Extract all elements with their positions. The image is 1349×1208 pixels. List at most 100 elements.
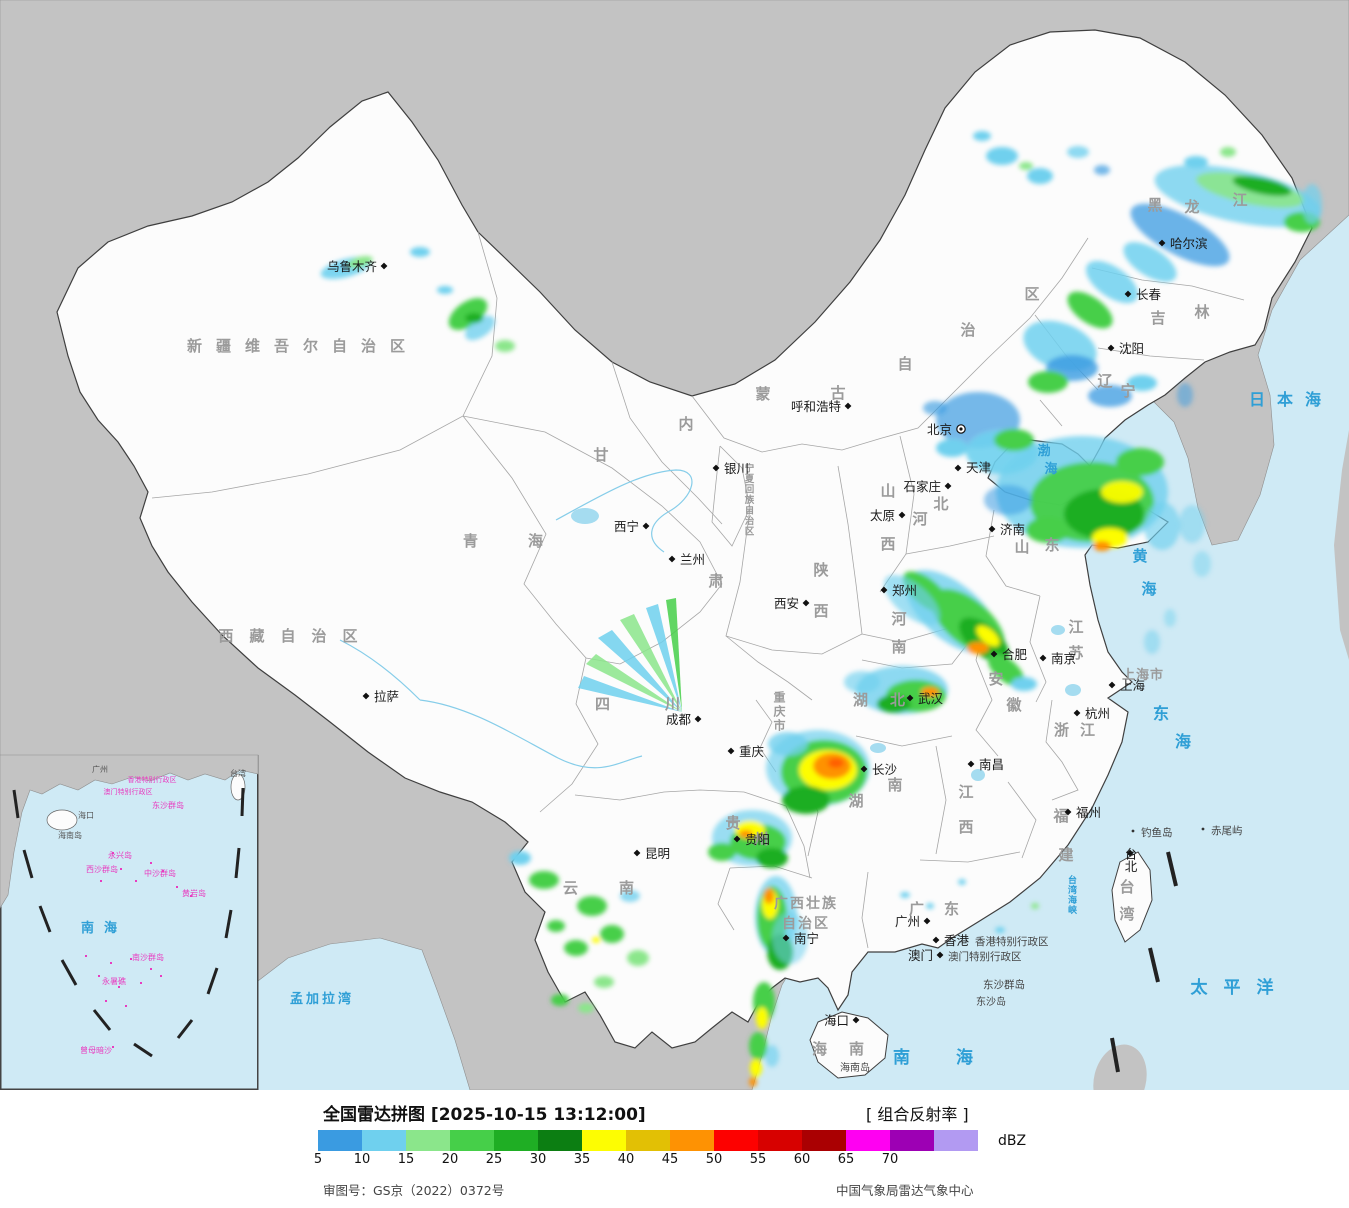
province-label: 甘 [593, 446, 608, 464]
dbz-tick: 70 [881, 1152, 899, 1167]
province-label: 蒙 [755, 385, 770, 403]
province-label: 黑 [1147, 196, 1162, 214]
city-label: 乌鲁木齐 [327, 259, 378, 274]
capital-marker-dot [959, 427, 963, 431]
tai-lake [1065, 684, 1081, 696]
colorbar-segment [362, 1130, 406, 1151]
province-label: 林 [1194, 303, 1210, 321]
city-label: 沈阳 [1119, 341, 1144, 356]
city-label: 台北 [1123, 847, 1138, 874]
city-label: 太原 [870, 508, 895, 523]
inset-label: 南沙群岛 [132, 952, 164, 962]
city-marker [936, 951, 944, 959]
dongting-lake [870, 743, 886, 753]
inset-label: 永兴岛 [108, 850, 132, 860]
legend-panel: 全国雷达拼图 [2025-10-15 13:12:00] [ 组合反射率 ] d… [0, 1090, 1349, 1208]
city-label: 济南 [1000, 522, 1025, 537]
city-marker [932, 936, 940, 944]
city-marker [633, 849, 641, 857]
city-label: 上海 [1120, 678, 1146, 693]
colorbar-segment [538, 1130, 582, 1151]
map-title: 全国雷达拼图 [2025-10-15 13:12:00] [323, 1105, 646, 1125]
japan-coast-sliver [1334, 430, 1349, 660]
colorbar-segment [758, 1130, 802, 1151]
province-label: 西 [880, 535, 895, 553]
inset-label: 西沙群岛 [86, 864, 118, 874]
colorbar-segment [626, 1130, 670, 1151]
city-marker [1073, 709, 1081, 717]
province-label: 河 [912, 510, 927, 528]
city-marker [967, 760, 975, 768]
city-label: 昆明 [645, 846, 670, 861]
inset-island-dots [85, 852, 192, 1048]
city-label: 长沙 [872, 762, 898, 777]
province-label: 肃 [708, 572, 723, 590]
province-label: 山 [880, 482, 895, 500]
sea-label: 台湾海峡 [1066, 874, 1077, 915]
city-label: 广州 [895, 914, 920, 929]
province-label: 宁 [1120, 382, 1135, 400]
chiwei-islet-dot [1201, 827, 1205, 831]
city-label: 兰州 [680, 552, 705, 567]
province-label: 辽 [1097, 372, 1112, 390]
city-marker [906, 694, 914, 702]
province-label: 台 [1119, 878, 1134, 896]
city-marker [954, 464, 962, 472]
province-label: 陕 [813, 561, 828, 579]
inset-hainan [46, 809, 78, 831]
province-label: 东 [1044, 536, 1059, 554]
city-label: 杭州 [1085, 706, 1110, 721]
city-marker [988, 525, 996, 533]
city-marker [880, 586, 888, 594]
sea-label: 南海 [893, 1047, 1019, 1068]
inset-label: 海口 [78, 810, 94, 820]
island-label: 海南岛 [840, 1061, 870, 1074]
province-label: 区 [1024, 285, 1039, 303]
province-label: 徽 [1005, 696, 1022, 714]
colorbar-segment [406, 1130, 450, 1151]
province-label: 山 [1014, 538, 1029, 556]
credit-label: 中国气象局雷达气象中心 [836, 1183, 974, 1198]
colorbar-segment [934, 1130, 978, 1151]
inset-label: 香港特别行政区 [128, 775, 177, 784]
city-label: 银川 [724, 461, 749, 476]
city-marker [1064, 808, 1072, 816]
province-labels-layer: 新疆维吾尔自治区西藏自治区青海甘肃内蒙 古自治区宁夏回族自治区陕西山西河北河南山东… [187, 191, 1248, 1058]
inset-nine-dash-line [12, 787, 245, 1058]
dbz-tick-labels: 5 10 15 20 25 30 35 40 45 50 55 60 65 70 [314, 1152, 1018, 1170]
inset-label: 南海 [81, 920, 127, 936]
dbz-tick: 10 [353, 1152, 371, 1167]
sea-label: 海 [1141, 580, 1156, 598]
city-marker [898, 511, 906, 519]
colorbar-segment [714, 1130, 758, 1151]
dbz-tick: 5 [313, 1152, 323, 1167]
colorbar-segment [318, 1130, 362, 1151]
inset-label: 中沙群岛 [144, 868, 176, 878]
hongze-lake [1051, 625, 1065, 635]
dbz-colorbar [318, 1130, 978, 1151]
island-label: 澳门特别行政区 [948, 950, 1022, 963]
inset-label: 东沙群岛 [152, 800, 184, 810]
inset-frame [0, 755, 259, 1090]
city-marker [733, 835, 741, 843]
island-label: 东沙群岛 [983, 978, 1025, 991]
sea-label: 东 [1153, 704, 1169, 723]
province-label: 江 [1068, 618, 1083, 636]
province-label: 南 [887, 776, 902, 794]
province-label: 云南 [563, 879, 675, 897]
city-marker [782, 934, 790, 942]
rivers [339, 469, 693, 769]
province-label: 苏 [1068, 644, 1083, 662]
city-label: 贵阳 [745, 832, 770, 847]
hainan-island [809, 1011, 889, 1079]
sea-label: 渤 [1037, 443, 1050, 459]
province-label: 上海市 [1122, 667, 1164, 683]
dbz-tick: 50 [705, 1152, 723, 1167]
city-marker [668, 555, 676, 563]
sea-label: 海 [1044, 461, 1057, 477]
city-label: 澳门 [908, 948, 933, 963]
city-marker [944, 482, 952, 490]
